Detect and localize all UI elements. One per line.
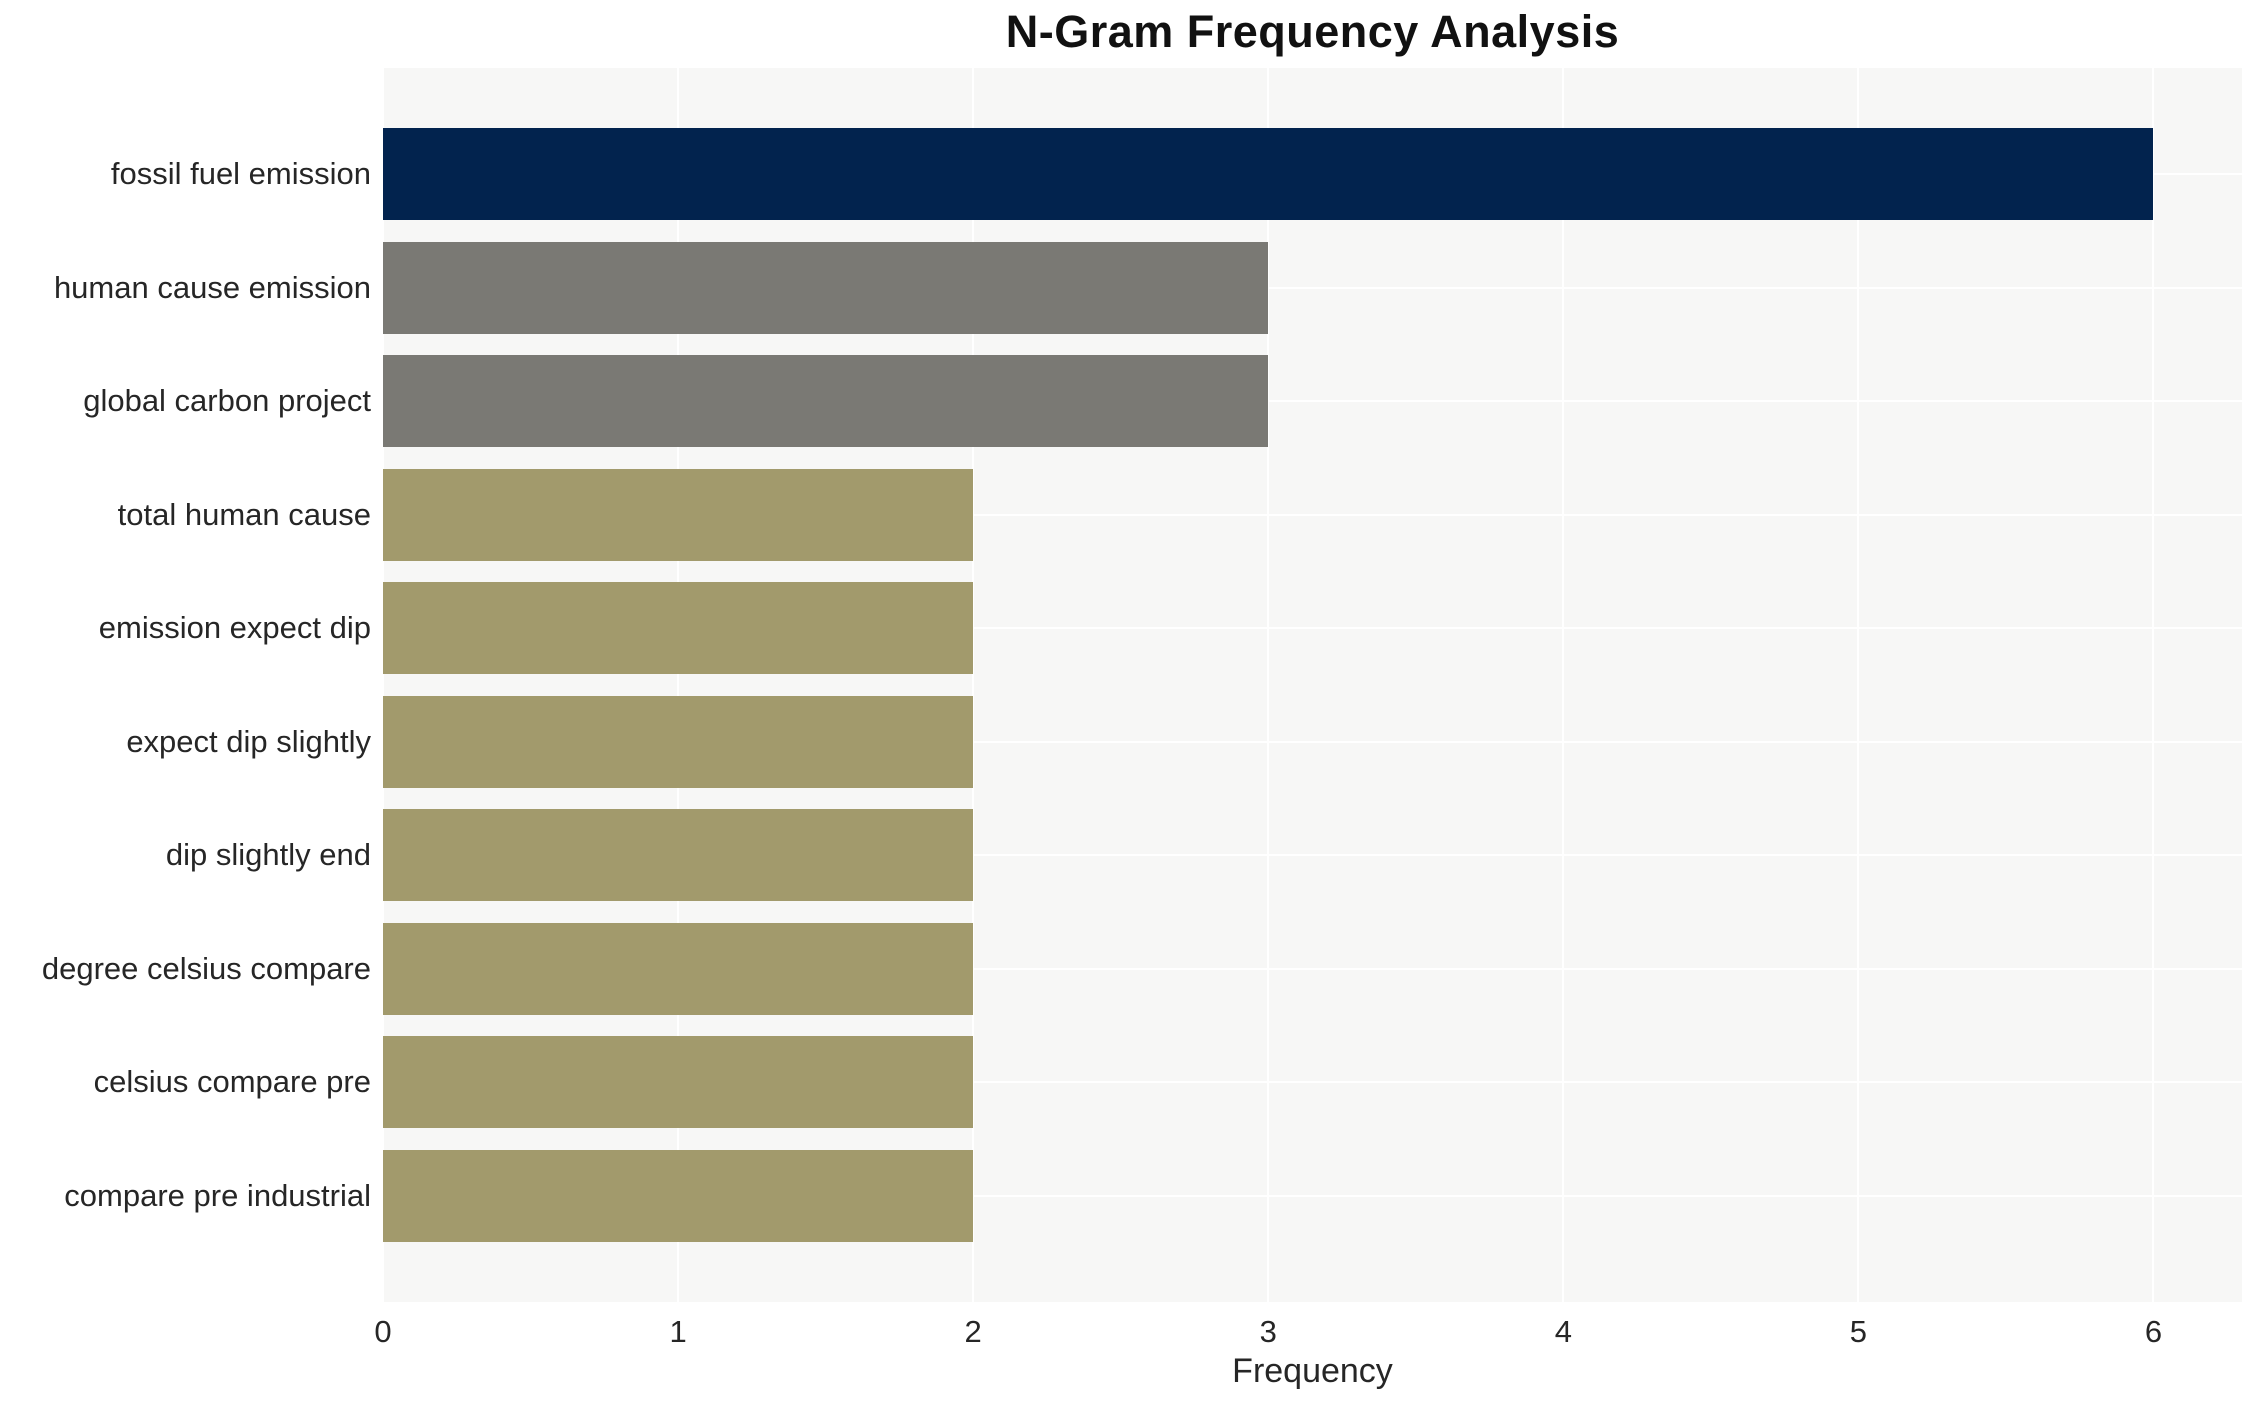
y-axis-labels: fossil fuel emission human cause emission… [0, 68, 371, 1302]
bar-emission-expect-dip [383, 582, 974, 674]
x-axis-ticks: 0 1 2 3 4 5 6 [374, 1314, 2242, 1354]
vertical-gridline [1267, 68, 1270, 1302]
horizontal-gridline [383, 400, 2242, 402]
x-tick-label: 2 [964, 1314, 982, 1349]
x-tick-label: 4 [1554, 1314, 1572, 1349]
horizontal-gridline [383, 740, 2242, 743]
horizontal-gridline [383, 1194, 2242, 1197]
category-label: global carbon project [83, 383, 371, 418]
plot-area [382, 68, 2242, 1302]
category-label: dip slightly end [165, 837, 371, 872]
vertical-gridline [972, 68, 975, 1302]
bar-human-cause-emission [383, 241, 1269, 334]
vertical-gridline [677, 68, 680, 1302]
vertical-gridline [2152, 68, 2155, 1302]
bar-total-human-cause [383, 468, 974, 561]
category-label: human cause emission [53, 269, 371, 305]
horizontal-gridline [383, 1081, 2242, 1083]
vertical-gridline [1562, 68, 1565, 1302]
bar-dip-slightly-end [383, 809, 974, 901]
horizontal-gridline [383, 854, 2242, 856]
bar-fossil-fuel-emission [383, 128, 2154, 220]
bar-celsius-compare-pre [383, 1036, 974, 1128]
x-tick-label: 5 [1849, 1314, 1868, 1349]
category-label: total human cause [117, 496, 371, 532]
category-label: emission expect dip [98, 610, 371, 645]
category-label: compare pre industrial [64, 1177, 371, 1213]
x-tick-label: 0 [374, 1314, 392, 1349]
bar-degree-celsius-compare [383, 922, 974, 1015]
category-label: degree celsius compare [41, 950, 371, 986]
x-tick-label: 3 [1259, 1314, 1277, 1349]
x-axis-label: Frequency [1232, 1352, 1393, 1390]
bar-global-carbon-project [383, 355, 1269, 447]
chart-title: N-Gram Frequency Analysis [1005, 6, 1620, 57]
vertical-gridline [382, 68, 384, 1302]
x-tick-label: 6 [2144, 1314, 2163, 1349]
category-label: celsius compare pre [93, 1064, 371, 1099]
horizontal-gridline [383, 286, 2242, 289]
horizontal-gridline [383, 513, 2242, 516]
vertical-gridline [1857, 68, 1860, 1302]
bar-compare-pre-industrial [383, 1149, 974, 1242]
horizontal-gridline [383, 967, 2242, 970]
category-label: expect dip slightly [126, 723, 371, 759]
bar-expect-dip-slightly [383, 695, 974, 788]
x-tick-label: 1 [669, 1314, 687, 1349]
category-label: fossil fuel emission [110, 156, 371, 191]
horizontal-gridline [383, 627, 2242, 629]
